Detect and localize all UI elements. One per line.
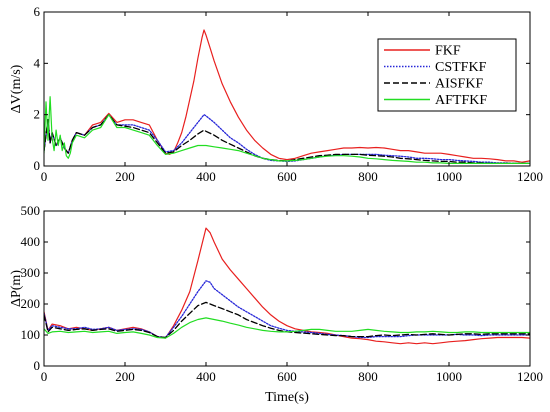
plot-frame (43, 210, 531, 367)
series-line-aftfkf (44, 96, 530, 164)
y-tick-label: 6 (34, 4, 41, 19)
legend-label-aftfkf: AFTFKF (435, 93, 487, 108)
y-axis-label: ΔP(m) (9, 270, 24, 307)
x-tick-label: 400 (196, 369, 216, 384)
x-axis-label: Time(s) (265, 390, 309, 405)
x-tick-label: 200 (115, 369, 135, 384)
x-tick-label: 1200 (517, 169, 543, 184)
legend-label-cstfkf: CSTFKF (435, 60, 487, 75)
x-tick-label: 1000 (436, 169, 462, 184)
x-axis-ticks: 0 200 400 600 800 1000 1200 (41, 12, 543, 184)
x-axis-ticks: 0 200 400 600 800 1000 1200 (41, 211, 543, 384)
x-tick-label: 800 (358, 169, 378, 184)
series-line-aisfkf (44, 301, 530, 339)
x-tick-label: 0 (41, 169, 48, 184)
x-tick-label: 400 (196, 169, 216, 184)
y-tick-label: 400 (21, 234, 41, 249)
x-tick-label: 600 (277, 369, 297, 384)
x-tick-label: 600 (277, 169, 297, 184)
y-axis-label: ΔV(m/s) (9, 64, 24, 113)
position-error-chart: 0 200 400 600 800 1000 1200 0 100 200 300 400 500 ΔP(… (9, 203, 543, 405)
series-group (44, 227, 530, 345)
legend-label-aisfkf: AISFKF (435, 77, 483, 92)
y-tick-label: 4 (34, 55, 41, 70)
y-axis-ticks: 0 100 200 300 400 500 (21, 203, 530, 373)
x-tick-label: 200 (115, 169, 135, 184)
series-group (44, 29, 530, 165)
y-tick-label: 2 (34, 107, 41, 122)
legend-label-fkf: FKF (435, 44, 461, 59)
series-line-aftfkf (44, 317, 530, 339)
y-axis-ticks: 0 2 4 6 (34, 4, 530, 173)
y-tick-label: 0 (34, 158, 41, 173)
y-tick-label: 500 (21, 203, 41, 218)
x-tick-label: 1200 (517, 369, 543, 384)
y-tick-label: 300 (21, 265, 41, 280)
velocity-error-chart: 0 200 400 600 800 1000 1200 0 2 4 6 ΔV(m/s) FKFCSTFK… (9, 4, 543, 184)
y-tick-label: 200 (21, 296, 41, 311)
x-tick-label: 800 (358, 369, 378, 384)
series-line-fkf (44, 227, 530, 345)
y-tick-label: 100 (21, 327, 41, 342)
x-tick-label: 1000 (436, 369, 462, 384)
y-tick-label: 0 (34, 358, 41, 373)
x-tick-label: 0 (41, 369, 48, 384)
series-line-fkf (44, 29, 530, 163)
series-line-cstfkf (44, 280, 530, 339)
